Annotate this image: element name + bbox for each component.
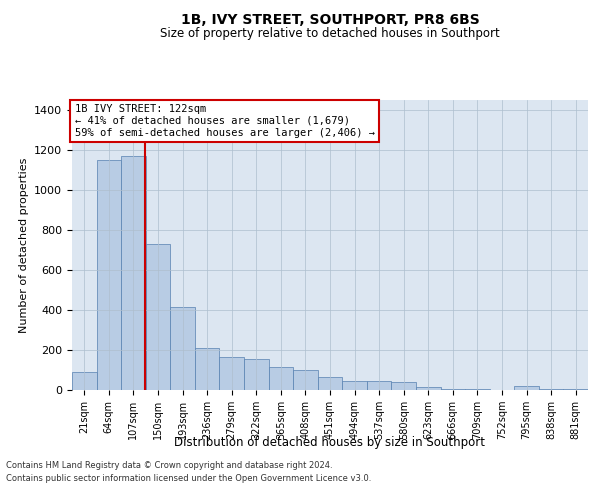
Bar: [244, 359, 269, 390]
Bar: [97, 160, 121, 390]
Text: Size of property relative to detached houses in Southport: Size of property relative to detached ho…: [160, 28, 500, 40]
Bar: [146, 244, 170, 390]
Bar: [170, 307, 195, 390]
Text: Contains HM Land Registry data © Crown copyright and database right 2024.: Contains HM Land Registry data © Crown c…: [6, 460, 332, 469]
Y-axis label: Number of detached properties: Number of detached properties: [19, 158, 29, 332]
Text: Distribution of detached houses by size in Southport: Distribution of detached houses by size …: [175, 436, 485, 449]
Bar: [72, 372, 97, 390]
Bar: [293, 370, 318, 390]
Bar: [220, 357, 244, 390]
Text: Contains public sector information licensed under the Open Government Licence v3: Contains public sector information licen…: [6, 474, 371, 483]
Bar: [440, 389, 465, 390]
Bar: [367, 381, 391, 390]
Bar: [514, 386, 539, 390]
Bar: [342, 381, 367, 390]
Text: 1B IVY STREET: 122sqm
← 41% of detached houses are smaller (1,679)
59% of semi-d: 1B IVY STREET: 122sqm ← 41% of detached …: [74, 104, 374, 138]
Bar: [539, 389, 563, 390]
Bar: [391, 382, 416, 390]
Bar: [195, 348, 220, 390]
Text: 1B, IVY STREET, SOUTHPORT, PR8 6BS: 1B, IVY STREET, SOUTHPORT, PR8 6BS: [181, 12, 479, 26]
Bar: [465, 389, 490, 390]
Bar: [318, 377, 342, 390]
Bar: [563, 389, 588, 390]
Bar: [269, 367, 293, 390]
Bar: [416, 387, 440, 390]
Bar: [121, 156, 146, 390]
